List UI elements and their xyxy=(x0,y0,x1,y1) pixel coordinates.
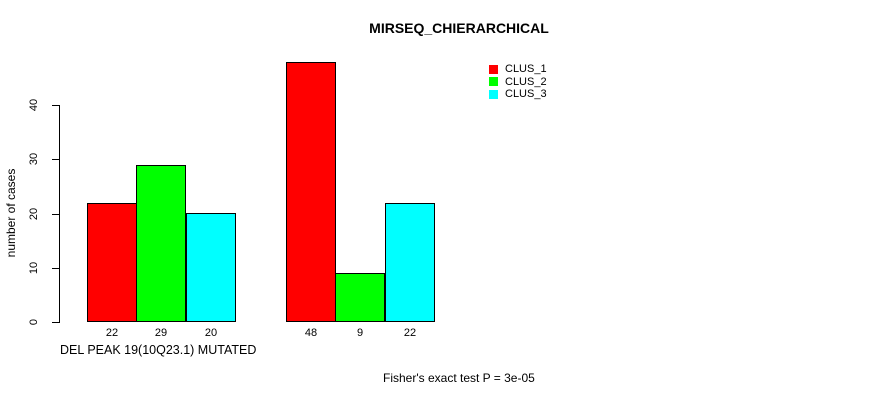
bar-clus_3-group1 xyxy=(186,213,236,322)
legend-item-clus_2: CLUS_2 xyxy=(489,76,547,88)
legend-item-clus_1: CLUS_1 xyxy=(489,63,547,75)
bar-value-label: 29 xyxy=(154,327,168,339)
y-tick-mark xyxy=(52,105,59,106)
x-axis-label: DEL PEAK 19(10Q23.1) MUTATED xyxy=(60,343,257,357)
bar-value-label: 22 xyxy=(105,327,119,339)
y-tick-label: 30 xyxy=(28,152,40,166)
bar-clus_1-group1 xyxy=(87,203,137,322)
y-tick-label: 20 xyxy=(28,207,40,221)
bar-clus_2-group1 xyxy=(136,165,186,322)
bar-value-label: 20 xyxy=(204,327,218,339)
y-tick-mark xyxy=(52,268,59,269)
y-tick-mark xyxy=(52,159,59,160)
y-tick-mark xyxy=(52,322,59,323)
legend-label: CLUS_3 xyxy=(505,88,547,100)
legend-label: CLUS_1 xyxy=(505,63,547,75)
y-tick-label: 40 xyxy=(28,98,40,112)
legend-label: CLUS_2 xyxy=(505,75,547,88)
chart-title: MIRSEQ_CHIERARCHICAL xyxy=(369,20,549,36)
legend-swatch-clus_2 xyxy=(489,77,498,86)
legend-swatch-clus_1 xyxy=(489,64,498,74)
y-tick-mark xyxy=(52,214,59,215)
y-tick-label: 0 xyxy=(28,318,40,326)
pvalue-annotation: Fisher's exact test P = 3e-05 xyxy=(383,371,535,385)
bar-value-label: 9 xyxy=(356,327,364,339)
bar-clus_1-group2 xyxy=(286,62,336,322)
bar-clus_3-group2 xyxy=(385,203,435,322)
legend-item-clus_3: CLUS_3 xyxy=(489,88,547,100)
bar-value-label: 22 xyxy=(403,327,417,339)
y-tick-label: 10 xyxy=(28,261,40,275)
y-axis-line xyxy=(59,105,60,323)
bar-value-label: 48 xyxy=(304,327,318,339)
bar-clus_2-group2 xyxy=(335,273,385,322)
y-axis-label: number of cases xyxy=(4,168,18,258)
legend-swatch-clus_3 xyxy=(489,89,498,99)
